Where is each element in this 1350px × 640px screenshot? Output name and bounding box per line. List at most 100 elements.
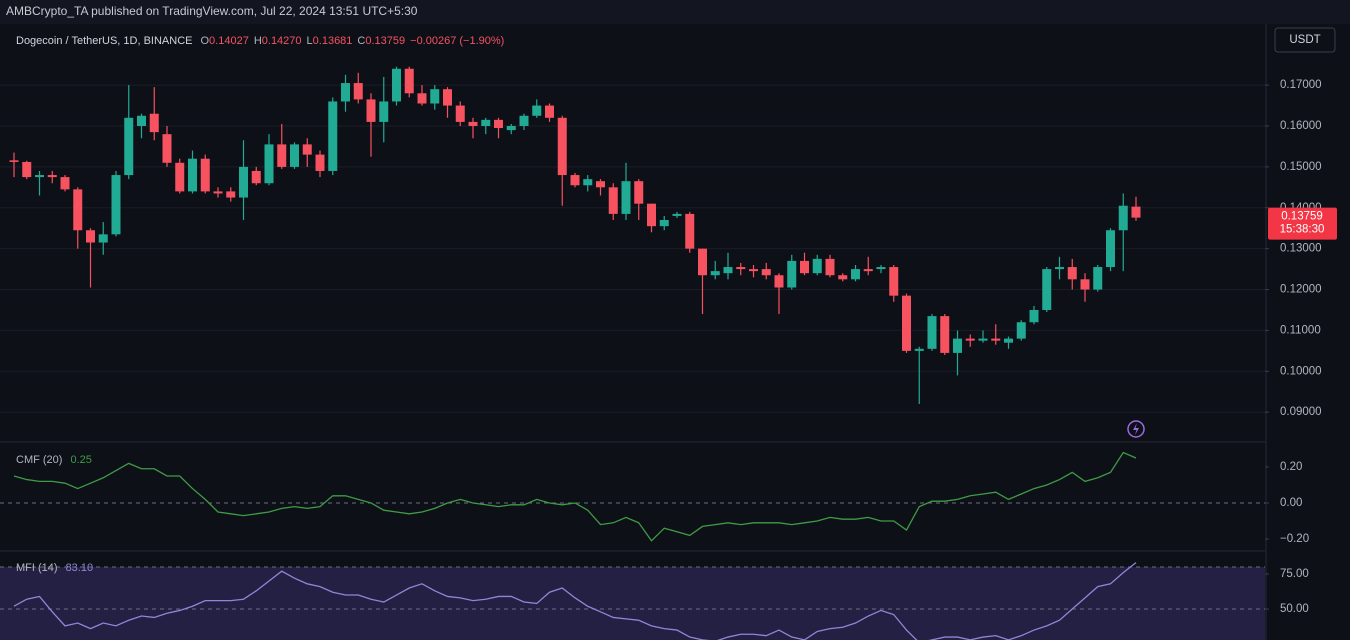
indicator-title: CMF (20) [16, 454, 62, 466]
candle-body [1055, 267, 1064, 270]
countdown-label: 15:38:30 [1280, 224, 1325, 236]
candle-body [825, 258, 835, 276]
legend-value: 0.13681 [313, 35, 353, 47]
indicator-value: 0.25 [70, 454, 91, 466]
candle-body [659, 220, 669, 227]
icon-circle [1127, 420, 1145, 438]
candle-body [519, 115, 529, 126]
candle-body [239, 166, 248, 198]
y-tick-label: 0.11000 [1280, 324, 1321, 336]
candle-body [787, 260, 797, 288]
candle-body [481, 119, 491, 126]
candle-body [812, 258, 822, 274]
y-tick-label: 0.17000 [1280, 79, 1322, 91]
indicator-line [13, 562, 1137, 640]
candle-body [1004, 338, 1013, 343]
candle-body [111, 175, 121, 235]
candle-body [1080, 279, 1090, 290]
candle-body [213, 191, 223, 194]
candle-body [621, 181, 631, 214]
last-price-tag [1268, 207, 1337, 240]
candle-body [698, 248, 707, 276]
currency-button[interactable] [1274, 27, 1336, 53]
candle-body [914, 348, 924, 351]
lightning-icon[interactable] [1127, 420, 1145, 438]
candle-body [1118, 205, 1128, 231]
candle-body [35, 175, 44, 178]
candle-body [226, 191, 236, 198]
candle-body [953, 338, 962, 353]
candle-body [73, 189, 83, 231]
candle-body [328, 101, 338, 171]
y-tick-label: 0.13000 [1280, 243, 1322, 255]
y-tick-label: 0.16000 [1280, 120, 1322, 132]
legend-key: H [254, 35, 262, 47]
candle-body [800, 260, 809, 274]
candle-body [353, 83, 363, 100]
legend: Dogecoin / TetherUS, 1D, BINANCE O0.14027… [16, 35, 504, 47]
candle-body [710, 271, 720, 276]
candle-body [494, 119, 503, 129]
candle-body [302, 144, 312, 155]
candle-body [22, 161, 32, 178]
candle-body [902, 295, 911, 351]
candle-body [863, 269, 873, 272]
y-tick-label: 0.20 [1280, 461, 1302, 473]
y-tick-label: 0.15000 [1280, 161, 1322, 173]
indicator-value: 83.10 [66, 562, 94, 574]
candle-body [315, 154, 325, 171]
candle-body [532, 105, 542, 116]
candle-body [60, 177, 70, 190]
legend-value: 0.13759 [365, 35, 405, 47]
candle-body [978, 338, 988, 341]
candle-body [468, 121, 478, 126]
candle-body [264, 144, 274, 184]
y-tick-label: 75.00 [1280, 568, 1309, 580]
candle-body [545, 105, 554, 118]
candle-body [774, 275, 784, 288]
legend-key: O [200, 35, 209, 47]
y-tick-label: 0.00 [1280, 497, 1302, 509]
candle-body [188, 158, 197, 192]
candle-body [685, 213, 695, 249]
indicator-legend: CMF (20) 0.25 [16, 454, 92, 466]
candle-body [634, 181, 644, 204]
candle-body [965, 338, 975, 341]
candle-body [277, 144, 287, 167]
legend-value: 0.14027 [209, 35, 249, 47]
candle-body [761, 269, 771, 276]
indicator-legend: MFI (14) 83.10 [16, 562, 93, 574]
icon-bolt [1133, 423, 1139, 435]
candle-body [86, 230, 95, 243]
candle-body [749, 269, 758, 272]
candle-body [1131, 206, 1141, 218]
y-tick-label: 0.09000 [1280, 406, 1322, 418]
legend-value: 0.14270 [262, 35, 302, 47]
candle-body [889, 267, 899, 296]
candle-body [417, 93, 427, 104]
candle-body [1067, 267, 1077, 280]
legend-change: −0.00267 (−1.90%) [410, 35, 504, 47]
candle-body [137, 115, 146, 126]
candle-body [940, 316, 950, 353]
indicator-title: MFI (14) [16, 562, 58, 574]
candle-body [596, 181, 605, 188]
candle-body [851, 269, 860, 280]
legend-title: Dogecoin / TetherUS, 1D, BINANCE [16, 35, 192, 47]
candle-body [570, 175, 580, 186]
candle-body [1106, 230, 1115, 268]
candle-body [149, 113, 159, 133]
candle-body [1029, 309, 1039, 323]
candle-body [9, 160, 19, 162]
currency-label[interactable]: USDT [1289, 34, 1320, 46]
candle-body [1016, 322, 1026, 339]
candle-body [991, 338, 1001, 341]
candle-body [723, 267, 733, 274]
y-tick-label: −0.20 [1280, 533, 1309, 545]
publisher-bar [0, 0, 1350, 24]
band-fill [0, 567, 1265, 640]
candle-body [379, 101, 389, 122]
candle-body [608, 187, 618, 214]
candle-body [557, 117, 567, 176]
